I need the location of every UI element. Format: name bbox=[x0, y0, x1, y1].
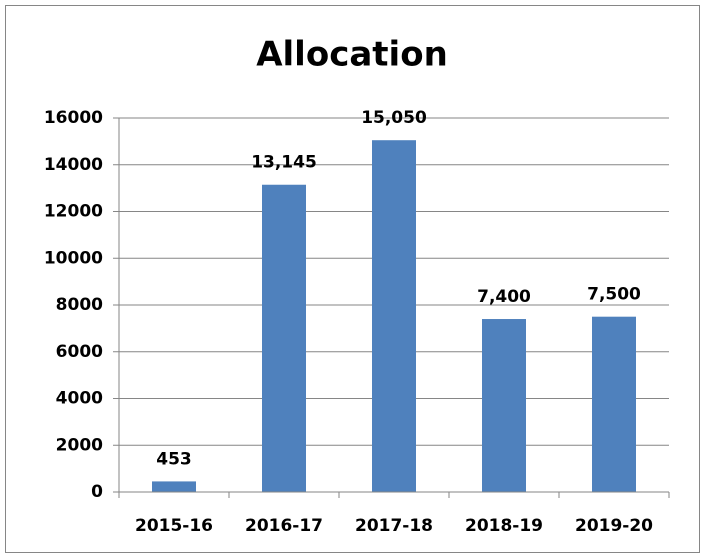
bar bbox=[152, 481, 196, 492]
chart-title: Allocation bbox=[256, 35, 448, 75]
y-tick-label: 8000 bbox=[56, 295, 103, 315]
data-label: 7,500 bbox=[587, 285, 641, 305]
y-tick-label: 14000 bbox=[44, 155, 103, 175]
chart-border bbox=[5, 5, 700, 553]
bar bbox=[482, 319, 526, 492]
y-tick-label: 4000 bbox=[56, 389, 103, 409]
bar bbox=[592, 316, 636, 492]
bar bbox=[262, 184, 306, 492]
data-label: 7,400 bbox=[477, 287, 531, 307]
y-tick-label: 12000 bbox=[44, 202, 103, 222]
y-tick-label: 16000 bbox=[44, 108, 103, 128]
y-tick-label: 6000 bbox=[56, 342, 103, 362]
x-tick-label: 2019-20 bbox=[575, 516, 653, 536]
data-label: 453 bbox=[156, 449, 192, 469]
y-tick-label: 2000 bbox=[56, 435, 103, 455]
x-tick-label: 2016-17 bbox=[245, 516, 323, 536]
y-tick-label: 10000 bbox=[44, 248, 103, 268]
data-label: 15,050 bbox=[361, 108, 427, 128]
y-tick-label: 0 bbox=[91, 482, 103, 502]
data-label: 13,145 bbox=[251, 153, 317, 173]
x-tick-label: 2015-16 bbox=[135, 516, 213, 536]
x-tick-label: 2017-18 bbox=[355, 516, 433, 536]
bar bbox=[372, 140, 416, 493]
x-tick-label: 2018-19 bbox=[465, 516, 543, 536]
